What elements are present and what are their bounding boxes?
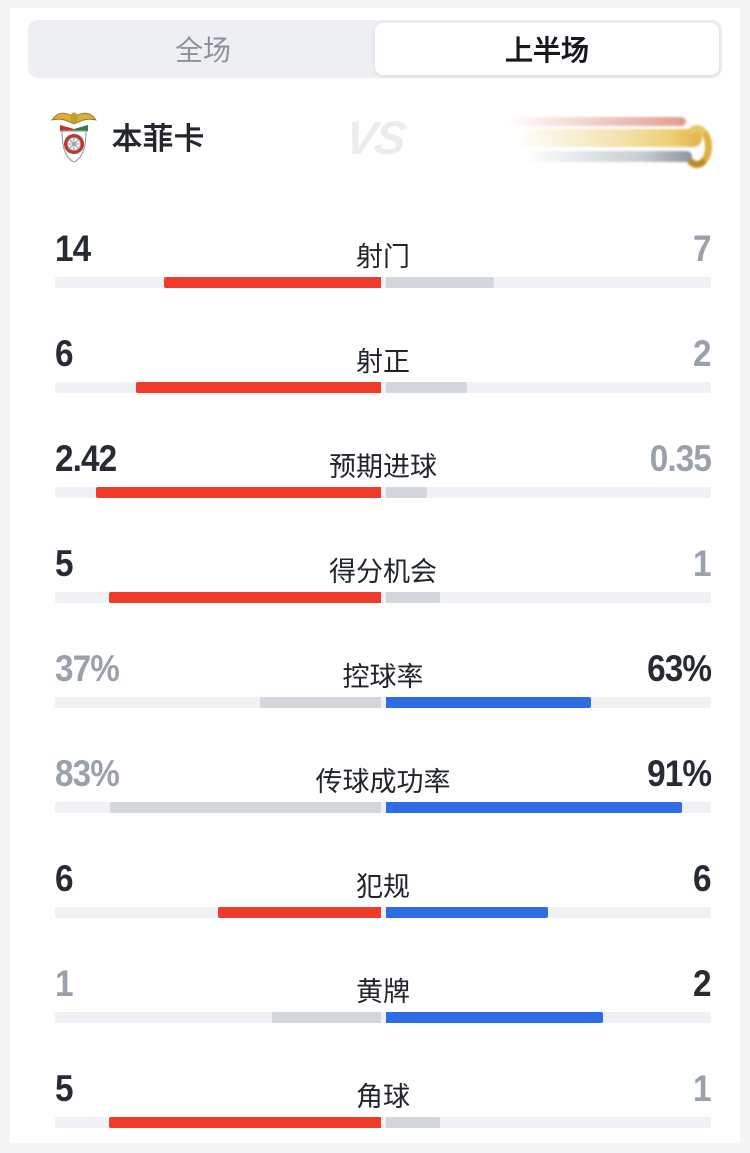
- home-value: 5: [55, 543, 74, 584]
- stat-row: 5 1 角球: [55, 1048, 712, 1153]
- gold-crescent-icon: [682, 125, 712, 168]
- stat-label: 预期进球: [329, 452, 437, 482]
- away-bar: [385, 382, 467, 393]
- away-bar: [385, 277, 494, 288]
- stat-bar-track: [55, 277, 711, 288]
- home-value: 14: [55, 228, 91, 269]
- stat-row: 6 2 射正: [55, 313, 712, 418]
- home-bar: [110, 802, 381, 813]
- stat-bar-track: [55, 382, 711, 393]
- away-value: 7: [693, 228, 712, 269]
- stat-row: 1 2 黄牌: [55, 943, 712, 1048]
- away-bar: [385, 802, 682, 813]
- home-value: 37%: [55, 648, 120, 689]
- stat-bar-track: [55, 487, 711, 498]
- away-bar: [385, 1117, 440, 1128]
- stat-label: 黄牌: [356, 977, 410, 1007]
- home-bar: [163, 277, 381, 288]
- home-value: 83%: [55, 753, 120, 794]
- stat-bar-track: [55, 592, 711, 603]
- stat-label: 射门: [356, 242, 410, 272]
- stat-row: 37% 63% 控球率: [55, 628, 712, 733]
- away-bar: [385, 487, 427, 498]
- home-bar: [136, 382, 381, 393]
- away-value: 91%: [647, 753, 712, 794]
- away-value: 63%: [647, 648, 712, 689]
- stat-bar-track: [55, 697, 711, 708]
- home-value: 2.42: [55, 438, 117, 479]
- home-value: 6: [55, 333, 74, 374]
- away-value: 2: [693, 963, 712, 1004]
- benfica-crest-icon: [51, 112, 97, 163]
- away-value: 1: [693, 1068, 712, 1109]
- away-team-logo-blurred[interactable]: [507, 114, 712, 172]
- teams-header: 本菲卡 VS: [10, 78, 740, 208]
- away-bar: [385, 697, 591, 708]
- stat-row: 5 1 得分机会: [55, 523, 712, 628]
- stat-label: 得分机会: [329, 557, 437, 587]
- stat-row: 83% 91% 传球成功率: [55, 733, 712, 838]
- stats-list: 14 7 射门 6 2 射正 2.42 0.35 预期进球 5 1: [55, 208, 712, 1153]
- away-value: 2: [693, 333, 712, 374]
- stat-label: 控球率: [342, 662, 424, 692]
- stat-bar-track: [55, 1012, 711, 1023]
- away-value: 6: [693, 858, 712, 899]
- vs-watermark: VS: [341, 111, 409, 164]
- period-tabbar: 全场 上半场: [28, 20, 722, 78]
- tab-full-match[interactable]: 全场: [31, 23, 375, 75]
- blur-streak-gray: [525, 151, 692, 162]
- away-bar: [385, 1012, 603, 1023]
- blur-streak-red: [507, 117, 686, 126]
- stat-bar-track: [55, 802, 711, 813]
- home-bar: [272, 1012, 381, 1023]
- home-value: 6: [55, 858, 74, 899]
- match-stats-card: 全场 上半场 本菲卡 VS 14: [10, 8, 740, 1143]
- home-bar: [217, 907, 381, 918]
- stat-label: 射正: [356, 347, 410, 377]
- blur-streak-gold: [515, 129, 702, 147]
- stat-bar-track: [55, 1117, 711, 1128]
- away-value: 1: [693, 543, 712, 584]
- home-team-name: 本菲卡: [112, 123, 205, 156]
- home-bar: [96, 487, 381, 498]
- away-bar: [385, 907, 549, 918]
- stat-label: 角球: [356, 1082, 410, 1112]
- stat-row: 2.42 0.35 预期进球: [55, 418, 712, 523]
- tab-first-half[interactable]: 上半场: [375, 23, 719, 75]
- home-team[interactable]: 本菲卡: [50, 104, 205, 168]
- away-bar: [385, 592, 440, 603]
- home-value: 5: [55, 1068, 74, 1109]
- home-bar: [260, 697, 381, 708]
- stat-label: 犯规: [356, 872, 410, 902]
- stat-row: 14 7 射门: [55, 208, 712, 313]
- home-value: 1: [55, 963, 74, 1004]
- stat-bar-track: [55, 907, 711, 918]
- away-value: 0.35: [649, 438, 712, 479]
- stat-row: 6 6 犯规: [55, 838, 712, 943]
- home-bar: [109, 592, 381, 603]
- stat-label: 传球成功率: [315, 767, 451, 797]
- home-bar: [109, 1117, 381, 1128]
